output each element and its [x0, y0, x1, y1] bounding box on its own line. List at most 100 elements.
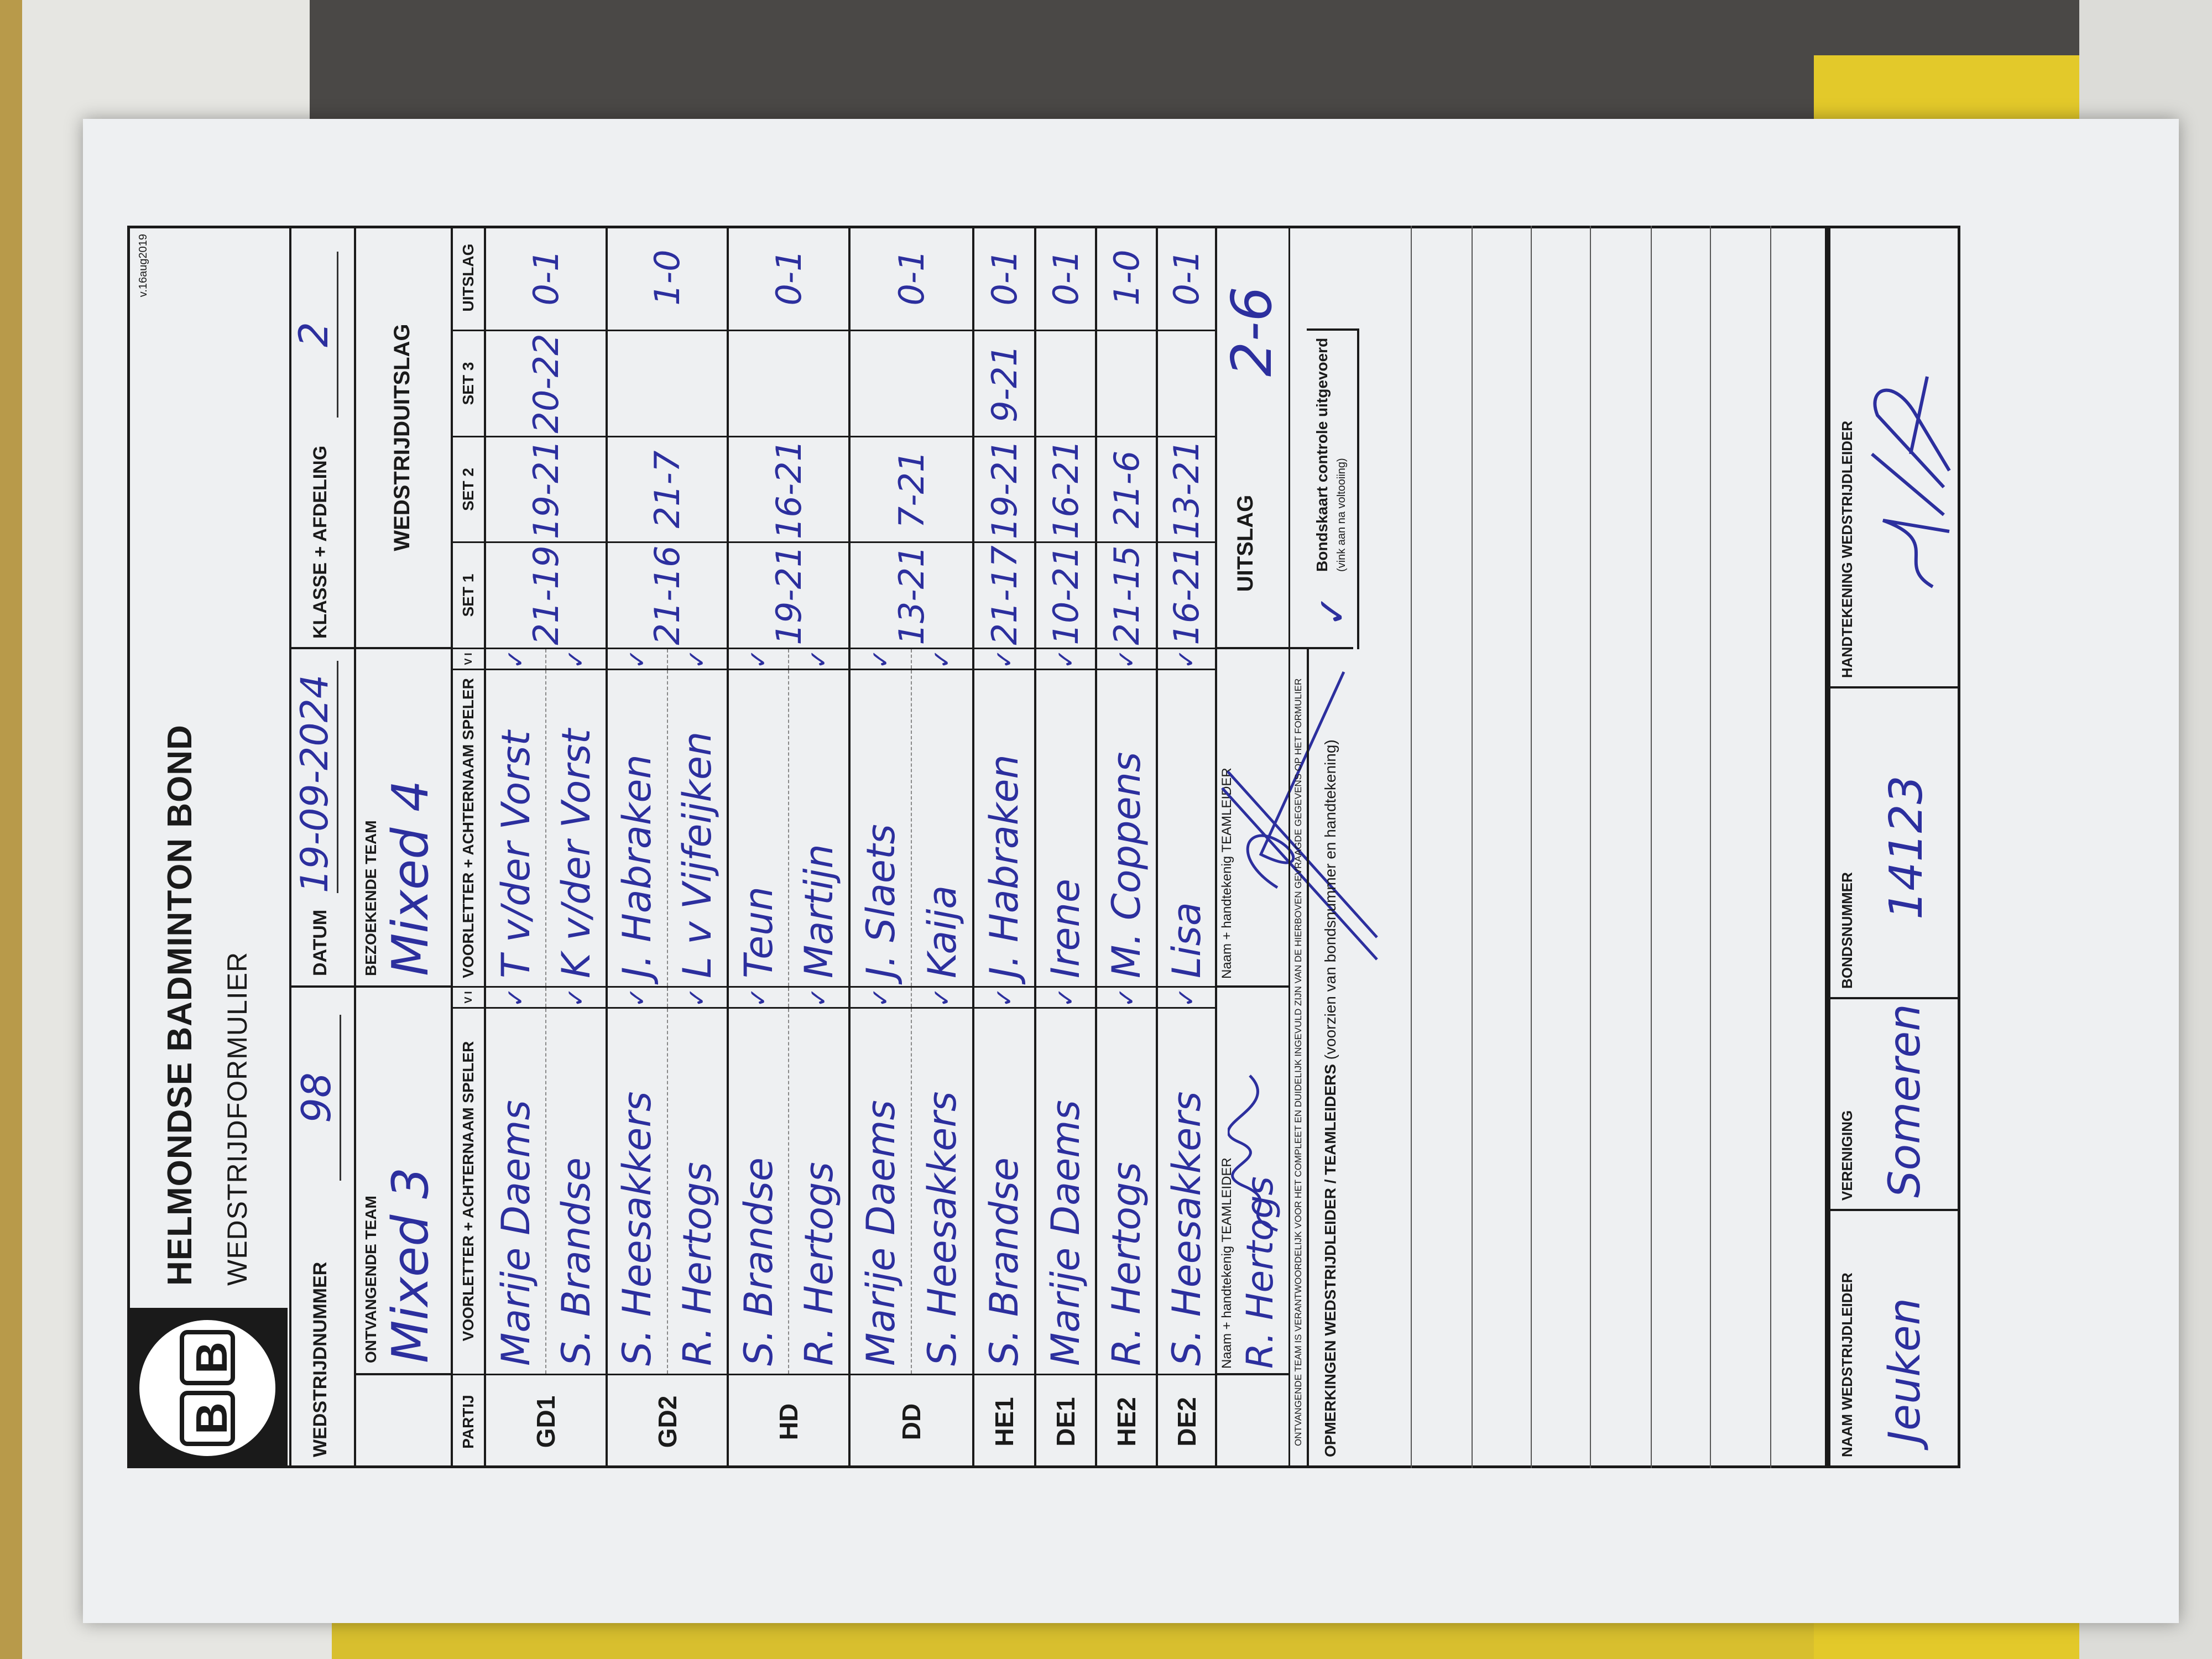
match-code: HE1	[990, 1397, 1019, 1447]
home-player-check-icon[interactable]: ✓	[744, 988, 773, 1008]
set-3-score[interactable]	[729, 331, 848, 437]
home-player-check-icon[interactable]: ✓	[1051, 988, 1080, 1008]
away-player-name[interactable]: K v/der Vorst	[553, 728, 599, 978]
away-player-name[interactable]: Martijn	[796, 844, 842, 978]
bondskaart-check-mark[interactable]: ✓	[1310, 594, 1355, 627]
home-player-check-icon[interactable]: ✓	[502, 988, 530, 1008]
set-2-score[interactable]: 16-21	[1036, 437, 1095, 543]
home-player-check-icon[interactable]: ✓	[666, 988, 727, 1008]
home-player: Marije Daems	[486, 1009, 545, 1374]
member-number-label: BONDSNUMMER	[1839, 872, 1855, 989]
away-player-name[interactable]: J. Slaets	[858, 824, 904, 978]
member-number-value[interactable]: 14123	[1880, 775, 1933, 920]
home-player-check-icon[interactable]: ✓	[911, 988, 972, 1008]
away-player-check-icon[interactable]: ✓	[867, 649, 895, 669]
set-2-score[interactable]: 16-21	[729, 437, 848, 543]
home-player-name[interactable]: S. Brandse	[553, 1157, 599, 1366]
class-value[interactable]: 2	[290, 252, 338, 418]
set-3-score[interactable]	[1036, 331, 1095, 437]
away-player-name[interactable]: J. Habraken	[982, 754, 1027, 978]
home-players-cell: R. Hertogs	[1097, 1009, 1156, 1375]
away-player-check-icon[interactable]: ✓	[744, 649, 773, 669]
home-player-check-icon[interactable]: ✓	[623, 988, 651, 1008]
away-player-name[interactable]: J. Habraken	[614, 754, 660, 978]
away-player-check-icon[interactable]: ✓	[990, 649, 1019, 669]
away-player-name[interactable]: Teun	[735, 886, 781, 978]
away-player-name[interactable]: Kaija	[919, 885, 965, 978]
match-result[interactable]: 0-1	[729, 226, 848, 331]
set-1-score[interactable]: 21-17	[974, 543, 1034, 649]
away-player-check-icon[interactable]: ✓	[1172, 649, 1201, 669]
set-2-score[interactable]: 21-6	[1097, 437, 1156, 543]
home-player-check-icon[interactable]: ✓	[867, 988, 895, 1008]
set-3-score[interactable]	[851, 331, 972, 437]
home-player-check-icon[interactable]: ✓	[990, 988, 1019, 1008]
home-player-name[interactable]: Marije Daems	[493, 1100, 539, 1366]
set-3-score[interactable]: 20-22	[486, 331, 606, 437]
set-2-score[interactable]: 19-21	[486, 437, 606, 543]
referee-footer: NAAM WEDSTRIJDLEIDER Jeuken VERENIGING S…	[1828, 226, 1960, 1468]
set-1-score[interactable]: 21-16	[608, 543, 727, 649]
match-result[interactable]: 0-1	[851, 226, 972, 331]
member-number-cell: BONDSNUMMER 14123	[1830, 688, 1958, 999]
home-player-name[interactable]: R. Hertogs	[796, 1162, 842, 1366]
referee-name-value[interactable]: Jeuken	[1880, 1297, 1930, 1443]
away-player-name[interactable]: T v/der Vorst	[493, 731, 539, 978]
home-player-check-icon[interactable]: ✓	[545, 988, 606, 1008]
away-player-check-icon[interactable]: ✓	[911, 649, 972, 669]
away-leader-signature	[1221, 671, 1378, 961]
set-2-score[interactable]: 7-21	[851, 437, 972, 543]
home-player-check-icon[interactable]: ✓	[1172, 988, 1201, 1008]
match-result[interactable]: 1-0	[1097, 226, 1156, 331]
match-result[interactable]: 0-1	[1036, 226, 1095, 331]
match-number-value[interactable]: 98	[293, 1015, 341, 1181]
set-1-score[interactable]: 21-19	[486, 543, 606, 649]
away-player-name[interactable]: L v Vijfeijken	[674, 731, 720, 978]
set-3-score[interactable]	[608, 331, 727, 437]
away-player-name[interactable]: M. Coppens	[1104, 752, 1149, 978]
away-player-check-icon[interactable]: ✓	[1112, 649, 1141, 669]
set-3-score[interactable]	[1097, 331, 1156, 437]
set-3-score[interactable]	[1158, 331, 1215, 437]
home-player-name[interactable]: S. Heesakkers	[919, 1091, 965, 1366]
match-result[interactable]: 1-0	[608, 226, 727, 331]
home-player-name[interactable]: R. Hertogs	[674, 1162, 720, 1366]
set-3-score[interactable]: 9-21	[974, 331, 1034, 437]
set-2-score[interactable]: 21-7	[608, 437, 727, 543]
home-player-name[interactable]: S. Brandse	[735, 1157, 781, 1366]
set-1-score[interactable]: 19-21	[729, 543, 848, 649]
away-player-check-icon[interactable]: ✓	[502, 649, 530, 669]
away-player-name[interactable]: Lisa	[1164, 902, 1209, 978]
set-2-score[interactable]: 19-21	[974, 437, 1034, 543]
home-player-name[interactable]: Marije Daems	[1043, 1100, 1088, 1366]
set-2-score[interactable]: 13-21	[1158, 437, 1215, 543]
away-player-name[interactable]: Irene	[1043, 879, 1088, 978]
home-player-name[interactable]: S. Brandse	[982, 1157, 1027, 1366]
home-player-check-icon[interactable]: ✓	[788, 988, 848, 1008]
paper-sheet	[83, 119, 2179, 1623]
home-player-name[interactable]: S. Heesakkers	[614, 1091, 660, 1366]
final-result-value[interactable]: 2-6	[1219, 286, 1284, 377]
away-player-check-icon[interactable]: ✓	[1051, 649, 1080, 669]
home-team-value[interactable]: Mixed 3	[382, 1167, 440, 1363]
match-result[interactable]: 0-1	[486, 226, 606, 331]
away-player-check-icon[interactable]: ✓	[788, 649, 848, 669]
date-value[interactable]: 19-09-2024	[293, 661, 338, 893]
away-player-check-icon[interactable]: ✓	[545, 649, 606, 669]
set-1-score[interactable]: 21-15	[1097, 543, 1156, 649]
away-team-value[interactable]: Mixed 4	[382, 780, 440, 976]
away-checks-cell: ✓ ✓	[608, 649, 727, 670]
home-player-name[interactable]: S. Heesakkers	[1164, 1091, 1209, 1366]
set-1-score[interactable]: 10-21	[1036, 543, 1095, 649]
match-result[interactable]: 0-1	[1158, 226, 1215, 331]
home-player-name[interactable]: R. Hertogs	[1104, 1162, 1149, 1366]
home-player-name[interactable]: Marije Daems	[858, 1100, 904, 1366]
away-player-check-icon[interactable]: ✓	[666, 649, 727, 669]
bondskaart-checkbox-area[interactable]: ✓ Bondskaart controle uitgevoerd (vink a…	[1307, 328, 1359, 649]
set-1-score[interactable]: 13-21	[851, 543, 972, 649]
set-1-score[interactable]: 16-21	[1158, 543, 1215, 649]
club-value[interactable]: Someren	[1880, 1004, 1930, 1198]
home-player-check-icon[interactable]: ✓	[1112, 988, 1141, 1008]
away-player-check-icon[interactable]: ✓	[623, 649, 651, 669]
match-result[interactable]: 0-1	[974, 226, 1034, 331]
